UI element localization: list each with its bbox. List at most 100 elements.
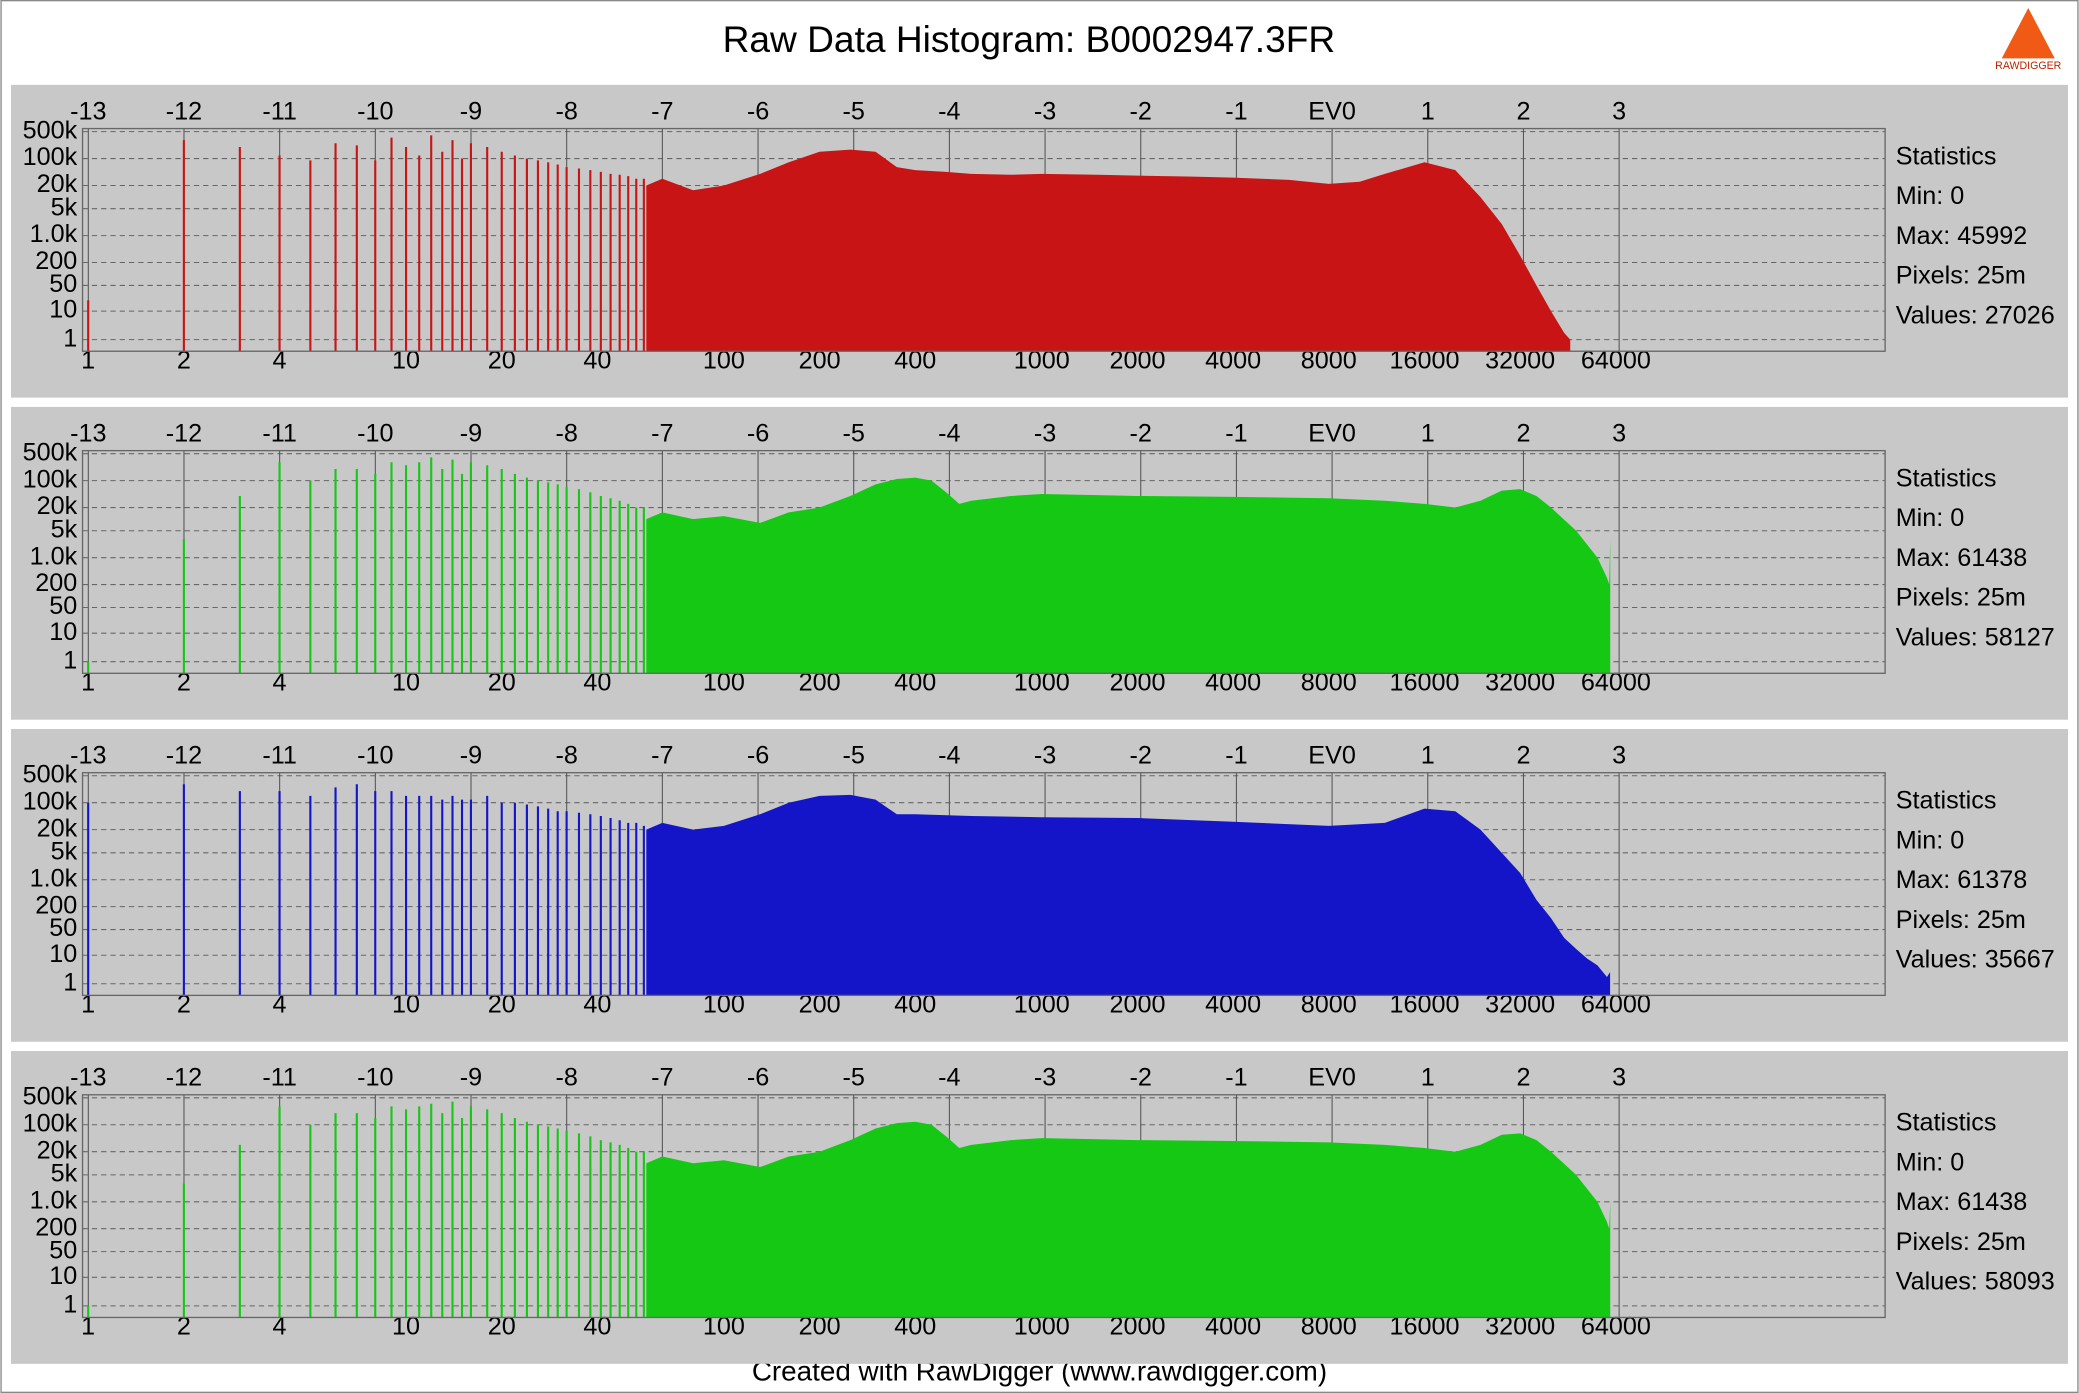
x2-tick-label: -3 xyxy=(1034,97,1056,125)
stats-text: Min: 0 xyxy=(1896,504,1965,532)
x2-tick-label: -9 xyxy=(460,741,482,769)
x2-tick-label: -8 xyxy=(555,1064,577,1092)
plot-frame xyxy=(81,772,1886,997)
y-tick-label: 5k xyxy=(51,1160,78,1188)
x2-tick-label: -7 xyxy=(651,741,673,769)
y-tick-label: 50 xyxy=(49,270,77,298)
y-tick-label: 200 xyxy=(35,1213,77,1241)
x2-tick-label: EV0 xyxy=(1308,97,1356,125)
y-tick-label: 50 xyxy=(49,914,77,942)
stats-text: Min: 0 xyxy=(1896,182,1965,210)
x2-tick-label: EV0 xyxy=(1308,419,1356,447)
x-tick-label: 4 xyxy=(273,669,287,697)
x2-tick-label: -13 xyxy=(70,1064,106,1092)
x2-tick-label: -13 xyxy=(70,741,106,769)
stats-text: Pixels: 25m xyxy=(1896,262,2026,290)
stats-text: Values: 27026 xyxy=(1896,301,2055,329)
y-tick-label: 20k xyxy=(37,814,78,842)
y-tick-label: 20k xyxy=(37,492,78,520)
x2-tick-label: -12 xyxy=(166,97,202,125)
y-tick-label: 1 xyxy=(63,968,77,996)
x2-tick-label: -1 xyxy=(1225,741,1247,769)
logo: RAWDIGGER xyxy=(1995,7,2062,72)
x2-tick-label: -6 xyxy=(747,97,769,125)
x2-tick-label: -5 xyxy=(843,1064,865,1092)
x-tick-label: 4 xyxy=(273,1313,287,1341)
y-tick-label: 500k xyxy=(23,116,78,144)
x2-tick-label: -1 xyxy=(1225,1064,1247,1092)
x-tick-label: 4 xyxy=(273,991,287,1019)
y-tick-label: 1.0k xyxy=(30,542,78,570)
x2-tick-label: 3 xyxy=(1612,1064,1626,1092)
y-tick-label: 1 xyxy=(63,646,77,674)
stats-text: Pixels: 25m xyxy=(1896,1228,2026,1256)
x-tick-label: 1 xyxy=(81,669,95,697)
y-tick-label: 10 xyxy=(49,618,77,646)
x-tick-label: 2 xyxy=(177,991,191,1019)
y-tick-label: 50 xyxy=(49,1236,77,1264)
histogram-area xyxy=(646,477,1611,674)
y-tick-label: 10 xyxy=(49,940,77,968)
x2-tick-label: 2 xyxy=(1516,1064,1530,1092)
y-tick-label: 5k xyxy=(51,515,78,543)
x-tick-label: 4 xyxy=(273,346,287,374)
x2-tick-label: -8 xyxy=(555,419,577,447)
y-tick-label: 200 xyxy=(35,569,77,597)
plot-frame xyxy=(81,449,1886,674)
x2-tick-label: -10 xyxy=(357,1064,393,1092)
x2-tick-label: 1 xyxy=(1421,741,1435,769)
x2-tick-label: 2 xyxy=(1516,97,1530,125)
stats-text: Values: 58127 xyxy=(1896,624,2055,652)
x2-tick-label: -1 xyxy=(1225,419,1247,447)
x2-tick-label: -4 xyxy=(938,97,960,125)
x2-tick-label: -9 xyxy=(460,97,482,125)
x2-tick-label: EV0 xyxy=(1308,1064,1356,1092)
stats-text: Values: 58093 xyxy=(1896,1268,2055,1296)
x2-tick-label: -6 xyxy=(747,419,769,447)
logo-triangle xyxy=(2001,7,2055,59)
x2-tick-label: -5 xyxy=(843,419,865,447)
y-tick-label: 100k xyxy=(23,787,78,815)
x2-tick-label: -6 xyxy=(747,741,769,769)
x2-tick-label: -9 xyxy=(460,1064,482,1092)
stats-text: Max: 61438 xyxy=(1896,1188,2028,1216)
y-tick-label: 100k xyxy=(23,143,78,171)
x2-tick-label: 1 xyxy=(1421,1064,1435,1092)
x2-tick-label: 3 xyxy=(1612,741,1626,769)
x-tick-label: 1 xyxy=(81,1313,95,1341)
x2-tick-label: 3 xyxy=(1612,97,1626,125)
x2-tick-label: -2 xyxy=(1130,741,1152,769)
stats-text: Pixels: 25m xyxy=(1896,584,2026,612)
x2-tick-label: 3 xyxy=(1612,419,1626,447)
x2-tick-label: -5 xyxy=(843,741,865,769)
x-tick-label: 2 xyxy=(177,346,191,374)
stats-text: Max: 45992 xyxy=(1896,222,2028,250)
y-tick-label: 1.0k xyxy=(30,220,78,248)
x2-tick-label: -13 xyxy=(70,97,106,125)
x-tick-label: 2 xyxy=(177,1313,191,1341)
x2-tick-label: -12 xyxy=(166,419,202,447)
x2-tick-label: 1 xyxy=(1421,97,1435,125)
plot-frame xyxy=(81,127,1886,352)
x-tick-label: 1 xyxy=(81,346,95,374)
stats-text: Statistics xyxy=(1896,1109,1997,1137)
y-tick-label: 500k xyxy=(23,760,78,788)
x2-tick-label: -10 xyxy=(357,97,393,125)
y-tick-label: 50 xyxy=(49,592,77,620)
x2-tick-label: -8 xyxy=(555,97,577,125)
histogram-area xyxy=(646,794,1611,996)
y-tick-label: 100k xyxy=(23,465,78,493)
stats-text: Max: 61378 xyxy=(1896,866,2028,894)
y-tick-label: 20k xyxy=(37,170,78,198)
histogram-area xyxy=(646,149,1571,352)
y-tick-label: 1 xyxy=(63,324,77,352)
title: Raw Data Histogram: B0002947.3FR xyxy=(723,18,1336,60)
x2-tick-label: -4 xyxy=(938,741,960,769)
x2-tick-label: -11 xyxy=(262,97,297,125)
y-tick-label: 10 xyxy=(49,1262,77,1290)
